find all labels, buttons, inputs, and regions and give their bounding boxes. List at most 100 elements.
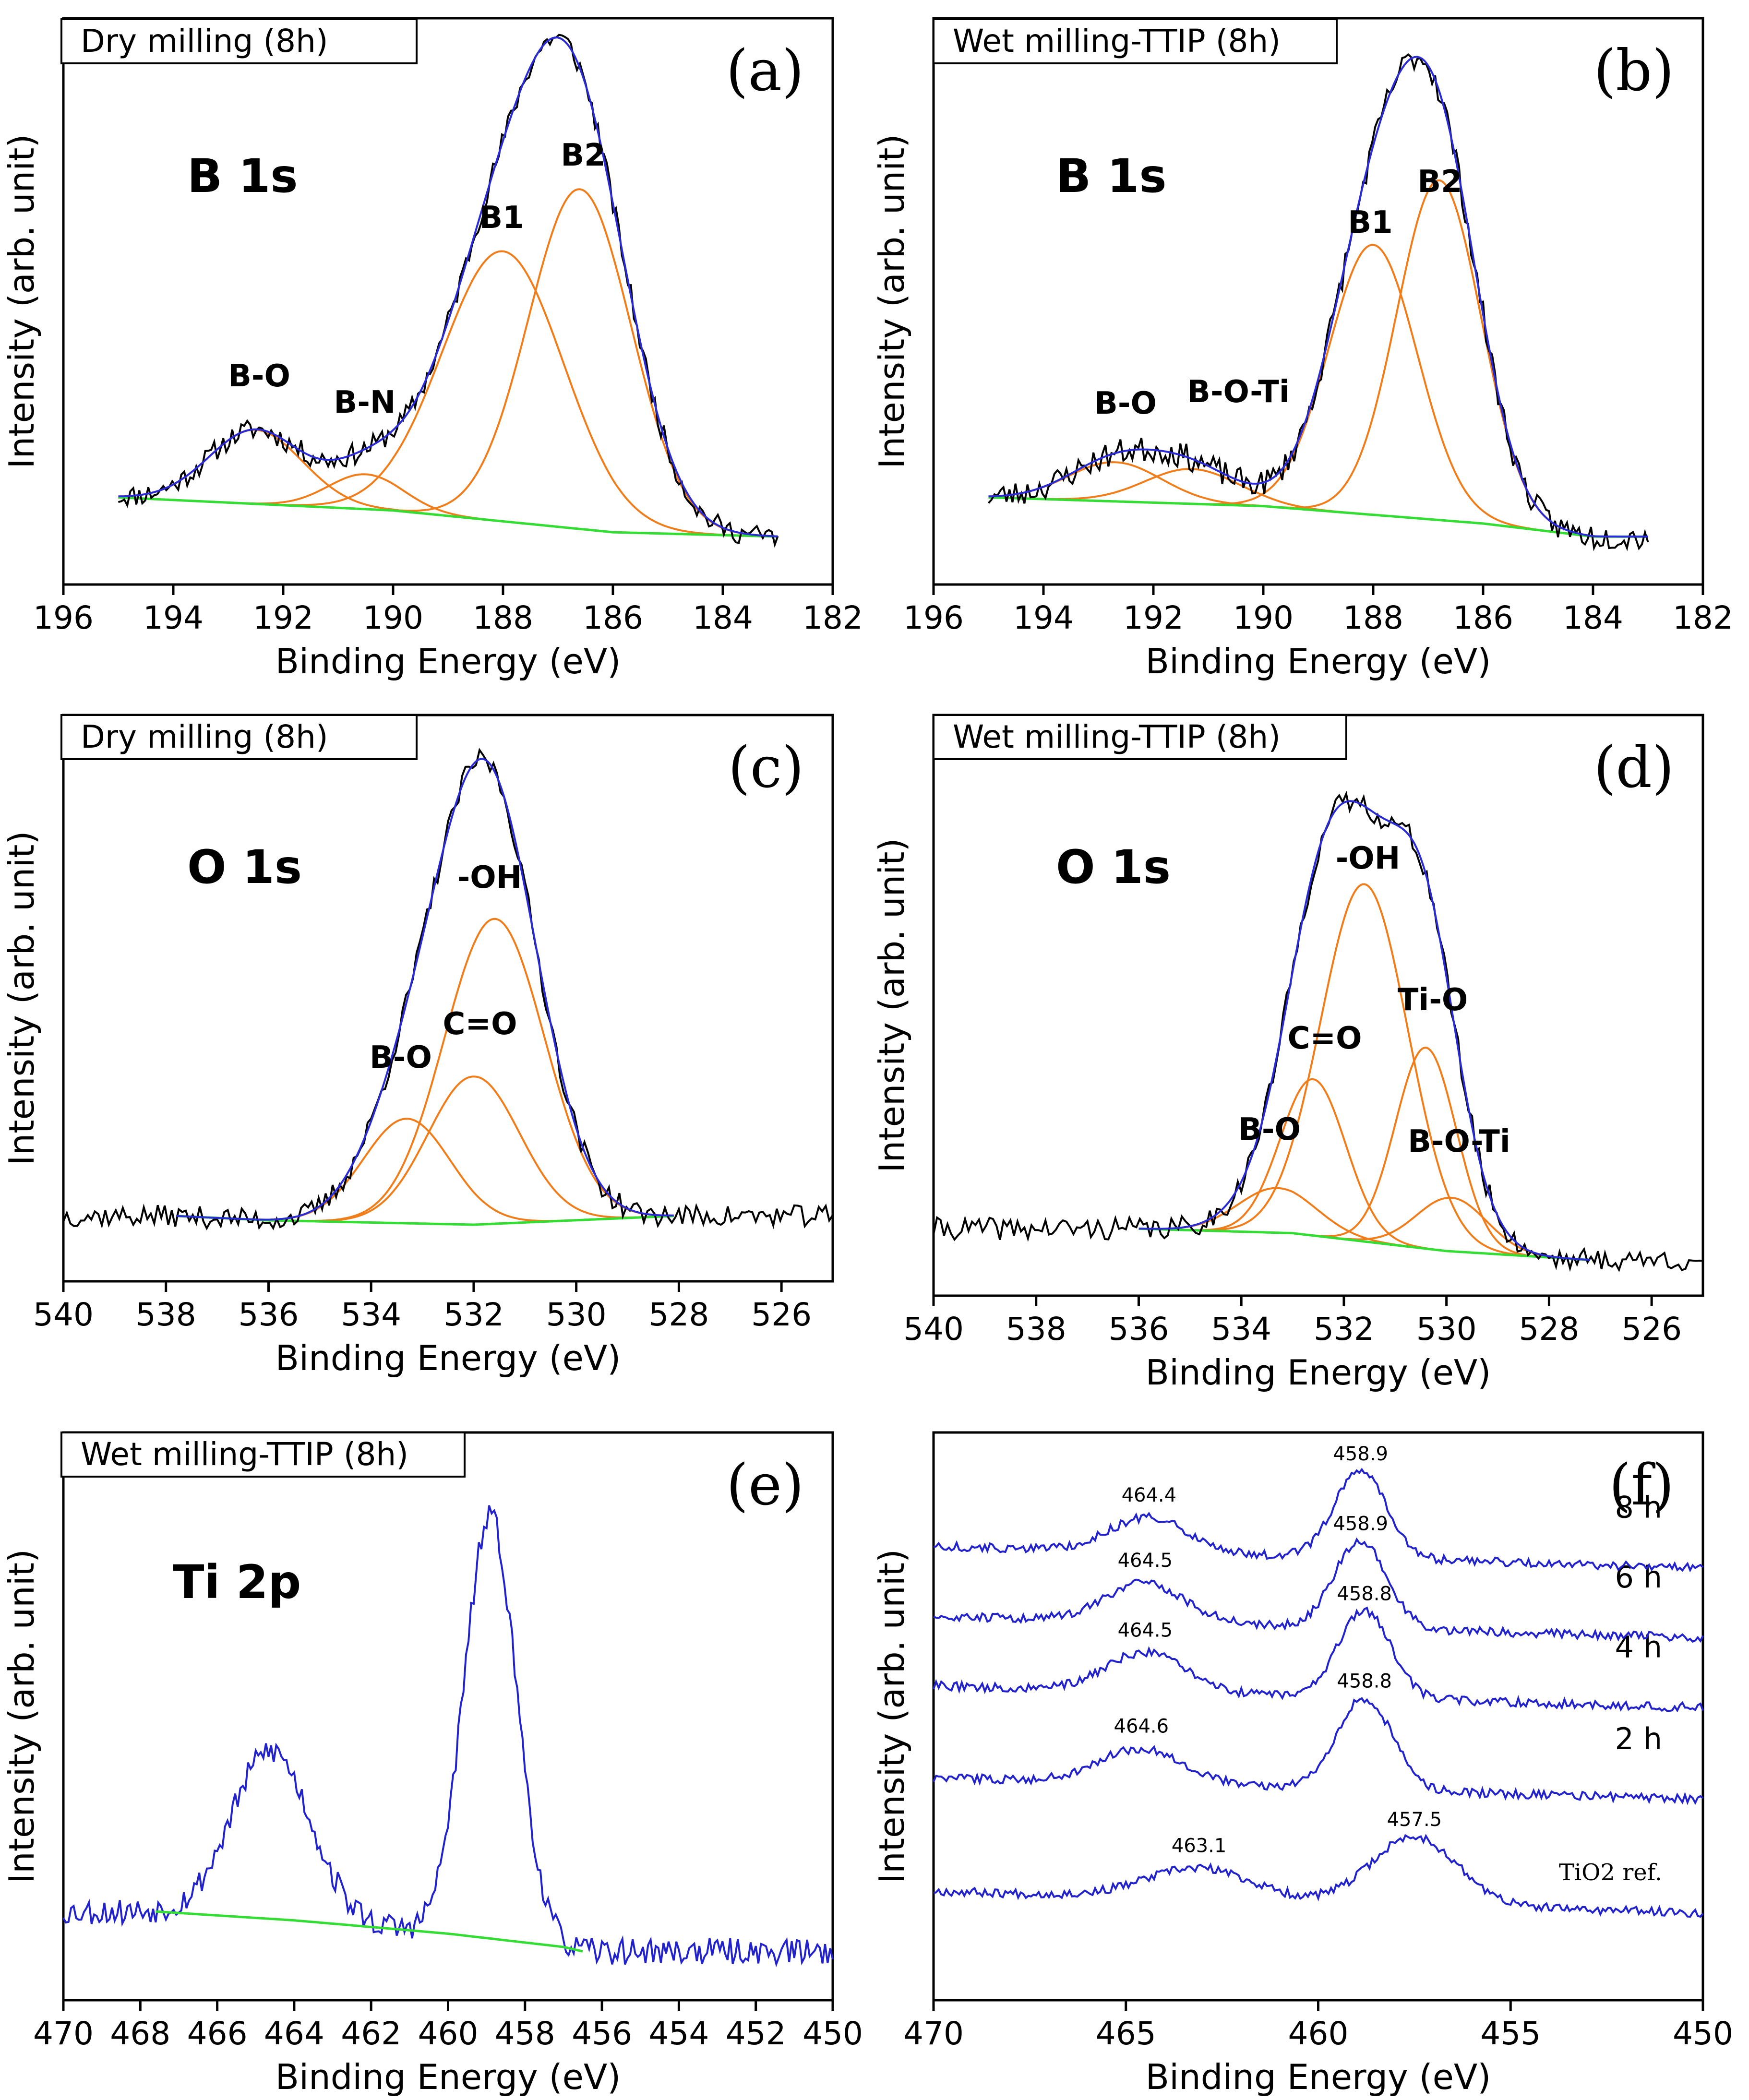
x-tick-label: 534 (341, 1296, 401, 1333)
x-tick-label: 470 (903, 2015, 964, 2052)
data-line (118, 34, 779, 548)
x-tick-label: 194 (143, 599, 204, 636)
x-axis-label: Binding Energy (eV) (1146, 641, 1491, 681)
x-tick-label: 470 (33, 2015, 94, 2052)
sample-box (60, 18, 418, 64)
x-tick-label: 184 (1563, 599, 1623, 636)
peak-value-label: 458.8 (1337, 1670, 1392, 1692)
x-tick-label: 450 (1673, 2015, 1733, 2052)
x-tick-label: 532 (443, 1296, 504, 1333)
component-b1 (988, 244, 1648, 538)
x-tick-label: 182 (803, 599, 863, 636)
x-tick-label: 450 (803, 2015, 863, 2052)
x-axis-label: Binding Energy (eV) (276, 2057, 621, 2097)
component-b1 (118, 250, 778, 538)
x-axis-label: Binding Energy (eV) (1146, 2057, 1491, 2097)
x-tick-label: 468 (110, 2015, 170, 2052)
data-line (62, 1505, 834, 1968)
x-axis-label: Binding Energy (eV) (1146, 1352, 1491, 1393)
y-axis-label: Intensity (arb. unit) (1, 1549, 42, 1884)
x-tick-label: 192 (1123, 599, 1184, 636)
peak-value-label: 464.5 (1118, 1550, 1173, 1572)
y-axis-label: Intensity (arb. unit) (1, 831, 42, 1165)
x-tick-label: 196 (903, 599, 964, 636)
panel-b: 196 194 192 190 188 186 184 182 Binding Energy (… (872, 17, 1733, 681)
sample-label: Dry milling (8h) (81, 718, 328, 755)
x-tick-label: 460 (1288, 2015, 1349, 2052)
peak-label: -OH (1336, 841, 1401, 876)
x-tick-label: 466 (187, 2015, 248, 2052)
panel-d: 540 538 536 534 532 530 528 526 Binding Energy (… (872, 714, 1704, 1393)
core-level-label: B 1s (187, 149, 298, 203)
series-line (933, 1834, 1704, 1918)
x-tick-label: 458 (495, 2015, 555, 2052)
background-line (988, 496, 1648, 538)
data-line (988, 53, 1649, 551)
x-tick-label: 460 (418, 2015, 479, 2052)
panel-label: (f) (1609, 1452, 1674, 1518)
x-tick-label: 536 (1108, 1311, 1169, 1348)
series-line (933, 1468, 1704, 1573)
sample-box (60, 1432, 466, 1478)
panel-label: (d) (1593, 734, 1674, 800)
fit-envelope (1138, 800, 1591, 1261)
peak-label: B1 (479, 200, 524, 236)
panel-label: (a) (726, 37, 804, 104)
series-line (933, 1697, 1704, 1805)
peak-value-label: 458.9 (1333, 1443, 1388, 1465)
x-tick-label: 184 (693, 599, 753, 636)
x-tick-label: 540 (903, 1311, 964, 1348)
y-axis-label: Intensity (arb. unit) (872, 1549, 912, 1884)
y-axis-label: Intensity (arb. unit) (872, 838, 912, 1172)
x-axis-label: Binding Energy (eV) (276, 641, 621, 681)
x-tick-label: 530 (546, 1296, 607, 1333)
sample-label: Wet milling-TTIP (8h) (953, 718, 1281, 755)
sample-box (60, 714, 418, 760)
x-tick-label: 190 (1233, 599, 1294, 636)
series-name-label: TiO2 ref. (1559, 1859, 1662, 1886)
peak-label: B-O (370, 1040, 432, 1075)
component-c-o (1138, 1078, 1591, 1261)
background-line (176, 1215, 674, 1226)
plot-frame (932, 714, 1704, 1297)
component-ti-o (1138, 1047, 1591, 1261)
peak-label: B-O (228, 358, 290, 394)
series-line (933, 1537, 1704, 1643)
x-tick-label: 538 (136, 1296, 196, 1333)
panel-c: 540 538 536 534 532 530 528 526 Binding Energy (… (1, 714, 834, 1378)
x-tick-label: 456 (572, 2015, 632, 2052)
panel-f: 470 465 460 455 450 Binding Energy (eV) Intens… (872, 1431, 1733, 2097)
x-tick-label: 464 (264, 2015, 324, 2052)
panel-label: (e) (726, 1452, 804, 1518)
plot-frame (62, 1431, 834, 2002)
fit-envelope (118, 36, 778, 537)
peak-label: C=O (1288, 1021, 1362, 1056)
series-name-label: 2 h (1615, 1721, 1662, 1756)
x-tick-label: 452 (726, 2015, 786, 2052)
component--oh (1138, 883, 1591, 1261)
panel-e: 470 468 466 464 462 460 458 456 454 452 450 Binding… (1, 1431, 863, 2097)
peak-label: B-O-Ti (1187, 374, 1290, 410)
component-b-o-ti (1138, 1196, 1591, 1261)
background-line (1138, 1227, 1591, 1261)
x-tick-label: 532 (1314, 1311, 1374, 1348)
peak-value-label: 464.4 (1122, 1484, 1177, 1506)
background-line (118, 496, 778, 538)
x-tick-label: 192 (253, 599, 313, 636)
peak-value-label: 463.1 (1172, 1835, 1227, 1857)
sample-label: Wet milling-TTIP (8h) (81, 1436, 408, 1473)
sample-box (933, 714, 1347, 760)
x-tick-label: 194 (1013, 599, 1074, 636)
y-axis-label: Intensity (arb. unit) (872, 134, 912, 468)
peak-label: -OH (457, 860, 522, 895)
component-b-o (176, 1118, 674, 1222)
background-line (156, 1910, 583, 1953)
x-tick-label: 465 (1096, 2015, 1156, 2052)
peak-label: B-N (334, 385, 396, 420)
peak-label: B1 (1348, 205, 1392, 240)
peak-value-label: 464.6 (1114, 1716, 1169, 1738)
panel-a: 196 194 192 190 188 186 184 182 Binding Energy (… (1, 17, 863, 681)
x-axis-label: Binding Energy (eV) (276, 1338, 621, 1378)
fit-envelope (988, 56, 1648, 538)
core-level-label: O 1s (1056, 840, 1171, 894)
